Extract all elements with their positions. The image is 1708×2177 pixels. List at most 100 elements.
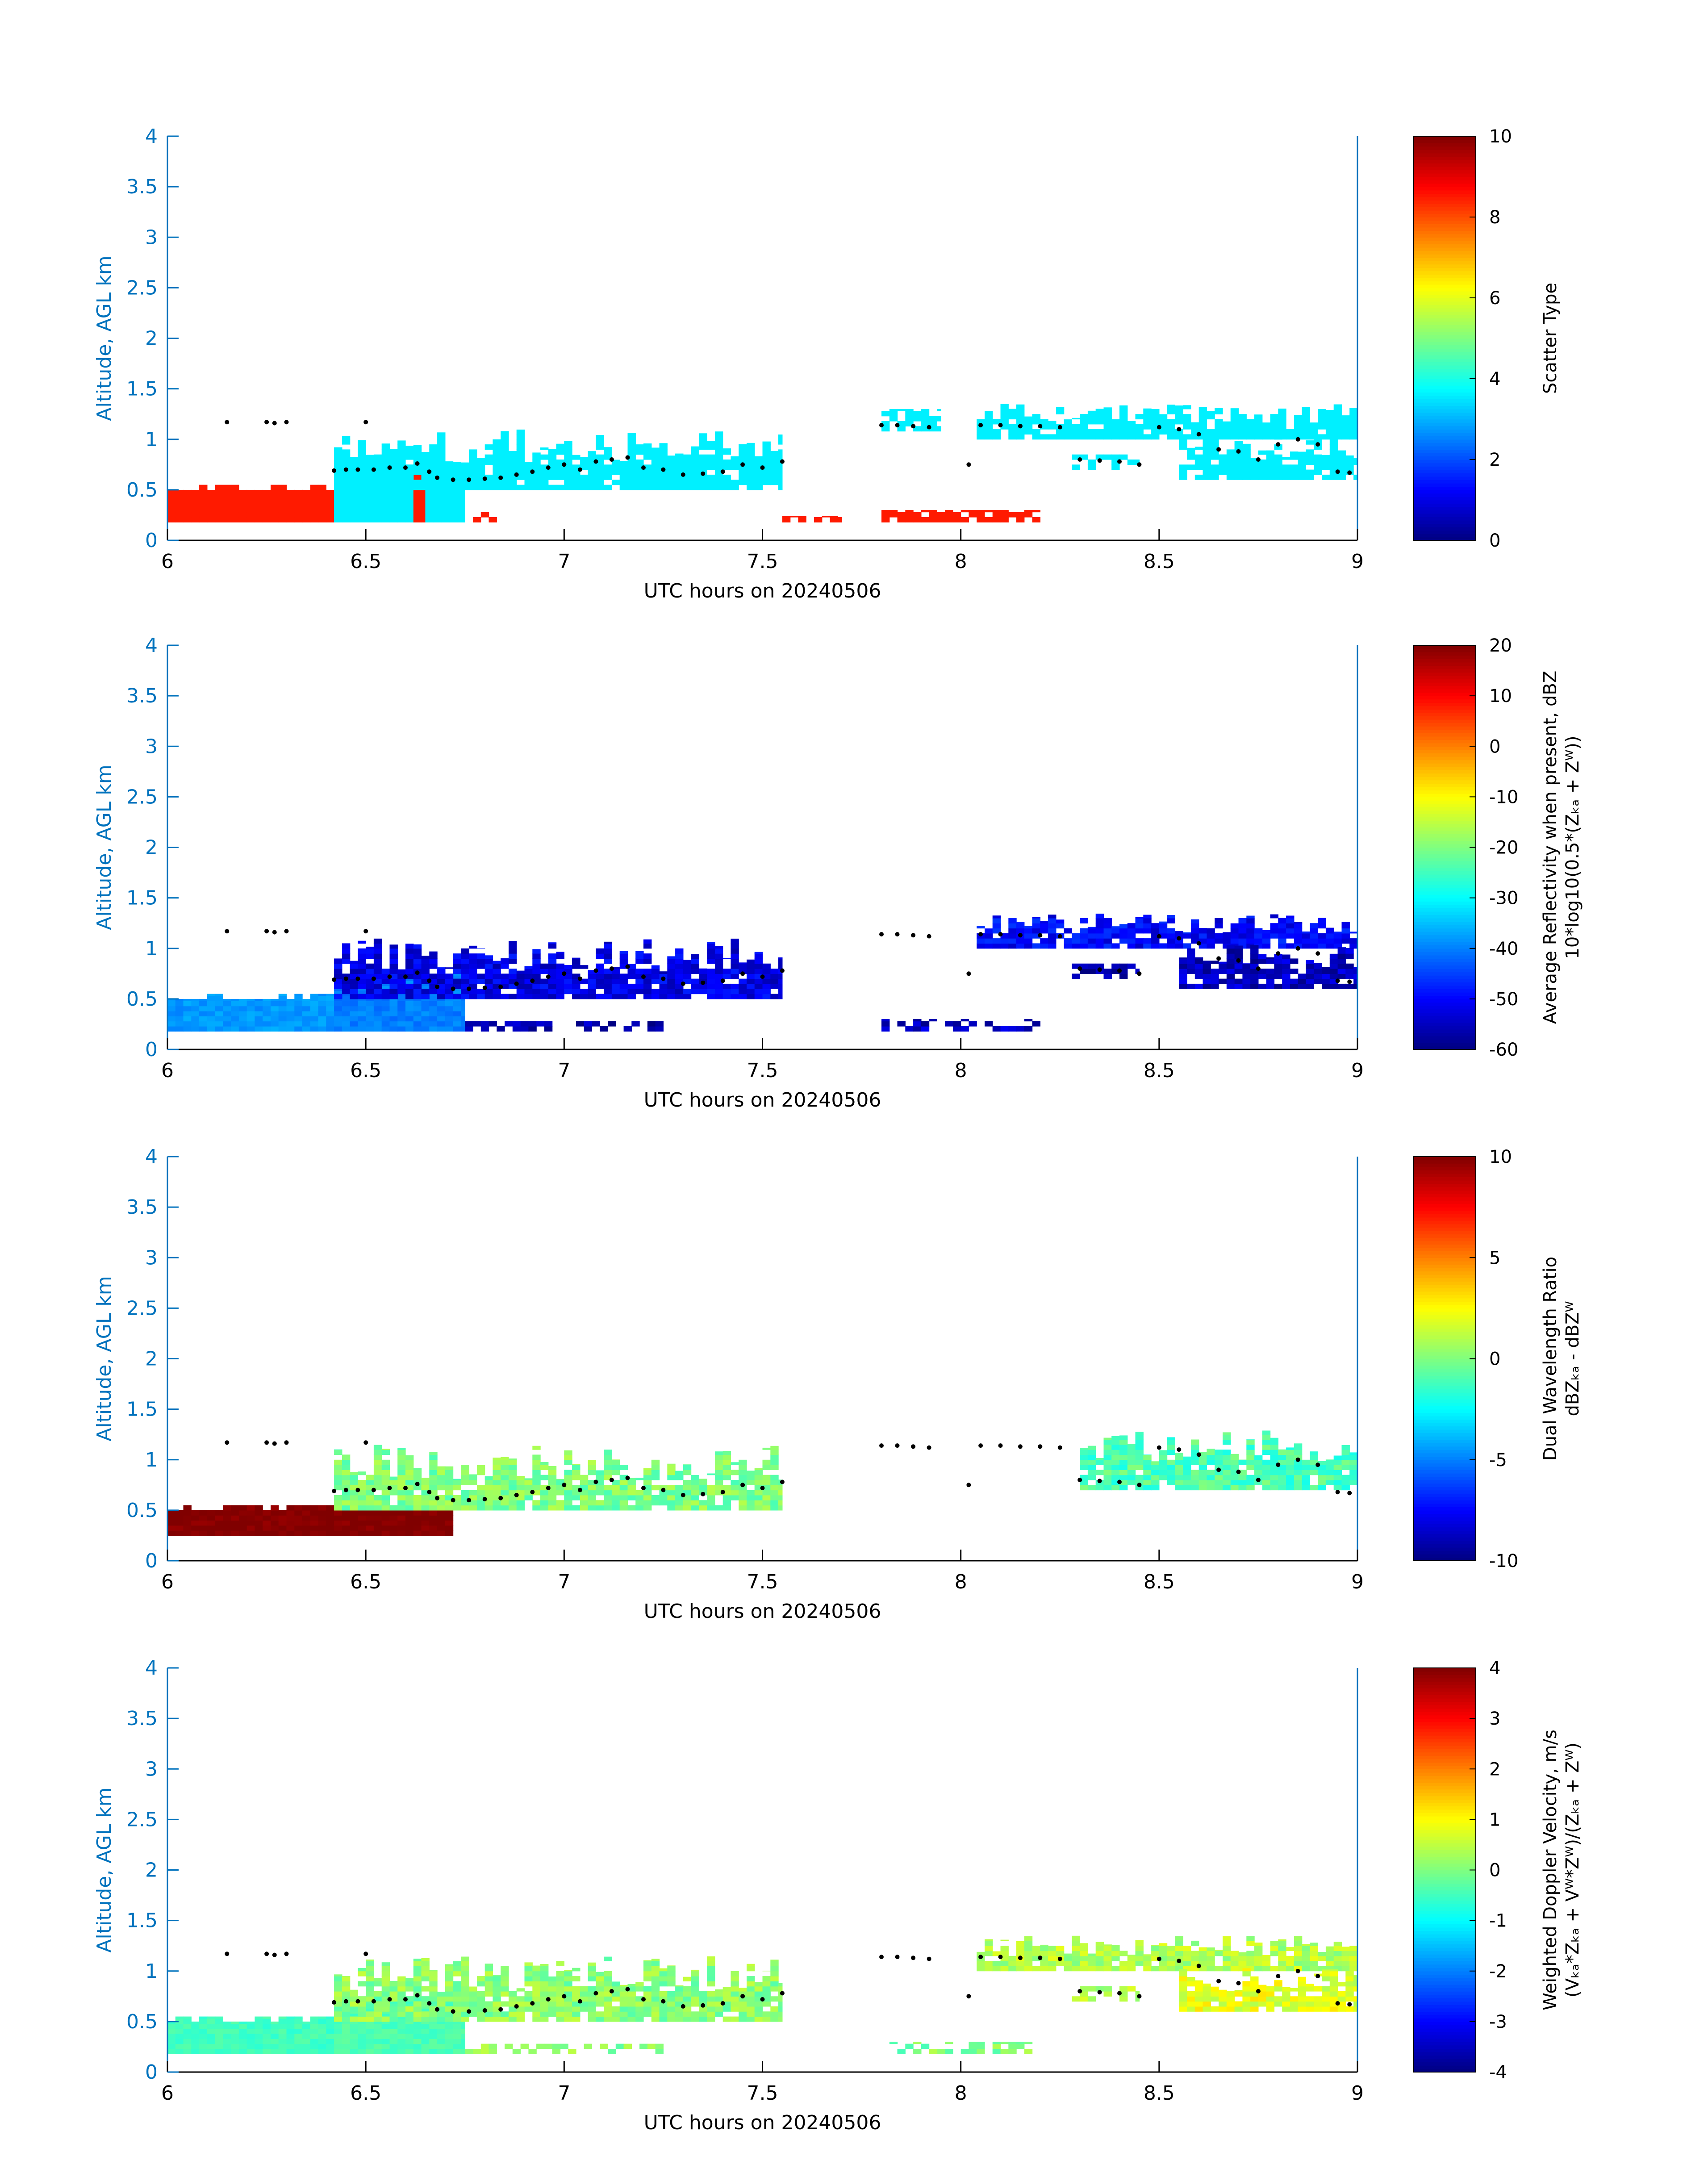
dual-wavelength-ratio-cell: [1246, 1439, 1255, 1445]
dual-wavelength-ratio-cell: [1199, 1485, 1207, 1491]
dual-wavelength-ratio-y-axis-title: Altitude, AGL km: [93, 1276, 116, 1441]
doppler-velocity-cell: [413, 1971, 422, 1976]
dual-wavelength-ratio-cell: [413, 1500, 422, 1506]
reflectivity-cell: [1286, 943, 1295, 949]
dual-wavelength-ratio-cell: [770, 1485, 779, 1491]
dual-wavelength-ratio-cell: [1294, 1475, 1303, 1480]
reflectivity-cell: [238, 1001, 247, 1007]
dual-wavelength-ratio-cell: [429, 1452, 438, 1455]
reflectivity-cell: [1325, 933, 1334, 939]
scatter-type-cell: [1024, 416, 1033, 420]
dual-wavelength-ratio-cell: [643, 1475, 652, 1480]
reflectivity-cell: [1234, 953, 1243, 959]
reflectivity-cell: [1024, 943, 1033, 949]
dual-wavelength-ratio-cell: [413, 1520, 422, 1526]
doppler-velocity-cell: [286, 2039, 295, 2044]
dual-wavelength-ratio-cell: [604, 1475, 612, 1480]
reflectivity-cell: [1258, 954, 1267, 959]
scatter-type-cell: [588, 451, 596, 455]
doppler-velocity-cell: [429, 1970, 438, 1972]
reflectivity-cell: [707, 994, 715, 999]
scatter-type-cell: [389, 449, 398, 450]
reflectivity-cell: [1095, 918, 1104, 923]
dual-wavelength-ratio-cell: [1246, 1465, 1255, 1470]
scatter-type-cell: [1167, 429, 1175, 435]
reflectivity-cell: [1250, 958, 1259, 964]
scatter-type-cell: [1040, 434, 1048, 440]
doppler-velocity-cell: [302, 2034, 311, 2039]
scatter-type-cell: [263, 492, 271, 497]
scatter-type-cell: [945, 512, 953, 518]
scatter-type-cell: [1072, 454, 1080, 460]
scatter-type-cloud-base-point: [661, 467, 666, 472]
reflectivity-cell: [1087, 927, 1096, 929]
doppler-velocity-cell: [509, 1996, 517, 2002]
reflectivity-cloud-base-point: [1137, 971, 1142, 976]
dual-wavelength-ratio-cell: [1080, 1475, 1088, 1480]
scatter-type-cell: [294, 489, 303, 492]
reflectivity-cell: [342, 989, 351, 994]
reflectivity-colorbar-band: [1413, 982, 1476, 986]
doppler-velocity-cell: [215, 2043, 223, 2049]
reflectivity-cloud-base-point: [740, 971, 745, 976]
scatter-type-cell: [342, 454, 351, 460]
scatter-type-colorbar-tick-label: 4: [1489, 369, 1500, 389]
reflectivity-cloud-base-point: [332, 977, 337, 982]
reflectivity-cell: [1024, 928, 1033, 934]
reflectivity-cell: [619, 994, 628, 999]
scatter-type-cell: [722, 464, 731, 470]
dual-wavelength-ratio-cell: [246, 1510, 255, 1516]
dual-wavelength-ratio-cell: [1175, 1465, 1183, 1470]
reflectivity-x-tick-label: 7.5: [747, 1059, 778, 1082]
reflectivity-cell: [1167, 915, 1175, 919]
reflectivity-cell: [1040, 928, 1048, 934]
dual-wavelength-ratio-cell: [373, 1454, 382, 1460]
scatter-type-cell: [516, 474, 525, 480]
scatter-type-y-tick-label: 3.5: [126, 175, 158, 198]
scatter-type-cell: [897, 409, 906, 411]
scatter-type-cell: [437, 444, 446, 450]
reflectivity-cell: [489, 1021, 497, 1027]
scatter-type-cell: [405, 507, 414, 513]
scatter-type-cell: [1215, 408, 1223, 409]
reflectivity-cell: [381, 969, 390, 974]
reflectivity-cell: [1040, 923, 1048, 929]
scatter-type-cell: [1219, 464, 1227, 470]
dual-wavelength-ratio-colorbar-band: [1413, 1493, 1476, 1497]
dual-wavelength-ratio-colorbar-band: [1413, 1402, 1476, 1406]
doppler-velocity-cell: [310, 2034, 319, 2039]
dual-wavelength-ratio-cell: [683, 1485, 692, 1491]
reflectivity-cell: [1226, 978, 1235, 984]
reflectivity-cell: [1250, 969, 1259, 974]
scatter-type-cell: [358, 469, 366, 475]
doppler-velocity-cell: [453, 2011, 461, 2017]
dual-wavelength-ratio-cell: [461, 1475, 469, 1480]
scatter-type-cell: [1143, 424, 1152, 430]
reflectivity-cell: [1048, 918, 1057, 923]
scatter-type-cell: [714, 449, 723, 455]
dual-wavelength-ratio-colorbar-band: [1413, 1369, 1476, 1373]
dual-wavelength-ratio-cell: [1143, 1459, 1152, 1465]
doppler-velocity-cell: [524, 1996, 533, 2002]
reflectivity-cloud-base-point: [482, 986, 487, 990]
dual-wavelength-ratio-cell: [509, 1490, 517, 1496]
dual-wavelength-ratio-cell: [461, 1495, 469, 1500]
dual-wavelength-ratio-colorbar-band: [1413, 1281, 1476, 1285]
scatter-type-cell: [231, 502, 239, 507]
reflectivity-cell: [1199, 943, 1207, 949]
scatter-type-colorbar-band: [1413, 503, 1476, 507]
scatter-type-colorbar-band: [1413, 305, 1476, 309]
doppler-velocity-cell: [604, 1981, 612, 1987]
reflectivity-cell: [1095, 933, 1104, 939]
scatter-type-cell: [754, 464, 763, 470]
doppler-velocity-cell: [509, 2011, 517, 2017]
doppler-velocity-cell: [556, 1986, 564, 1992]
dual-wavelength-ratio-cell: [722, 1451, 731, 1455]
dual-wavelength-ratio-cell: [1135, 1459, 1144, 1465]
dual-wavelength-ratio-cell: [389, 1490, 398, 1496]
doppler-velocity-cell: [294, 2023, 303, 2029]
scatter-type-cell: [215, 507, 223, 513]
reflectivity-cell: [405, 994, 414, 999]
dual-wavelength-ratio-cell: [389, 1505, 398, 1511]
scatter-type-cell: [373, 469, 382, 475]
